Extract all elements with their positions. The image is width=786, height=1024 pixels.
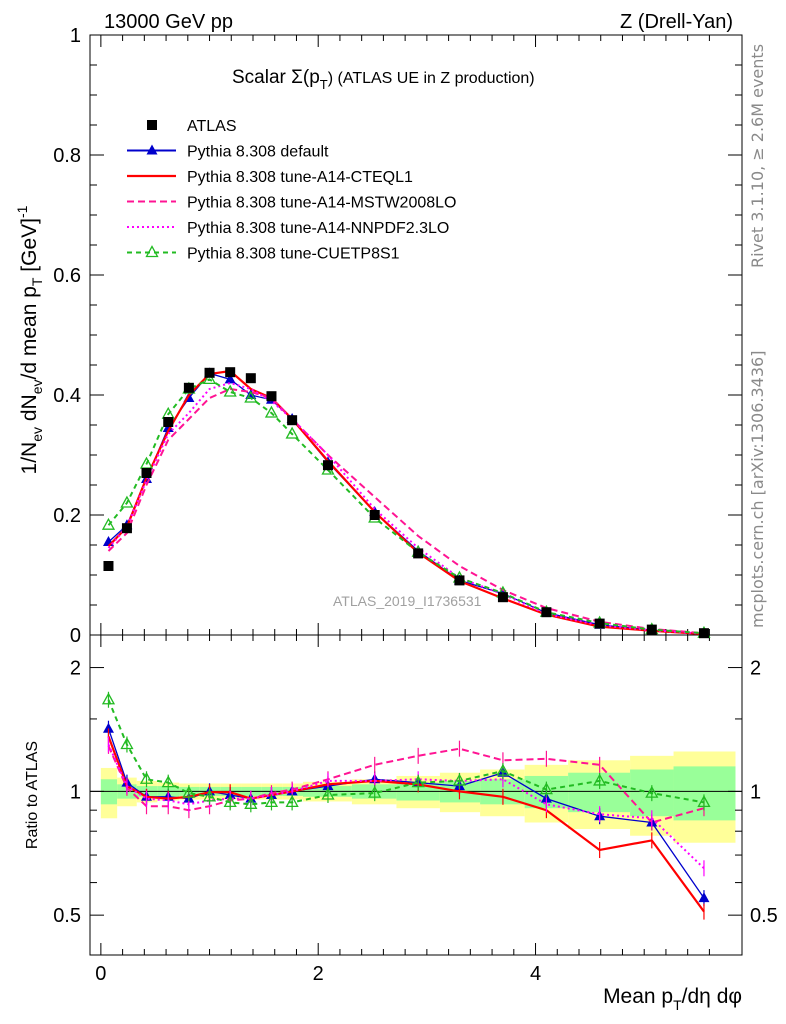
axis-ticks: 0 2 4 0 0.2 0.4 0.6 0.8 1 0.5 0.5 1 1 2 2 [53,25,778,985]
main-y-axis-label: 1/Nev dNev/d mean pT [GeV]-1 [14,205,45,474]
data-point-cuetp8s1 [223,795,237,808]
ratio-y-tick-label: 0.5 [53,905,81,927]
legend-marker-default [146,144,158,155]
data-point-cuetp8s1 [593,773,607,786]
y-tick-label: 1 [70,25,81,47]
data-point-atlas [369,510,380,520]
x-tick-label: 2 [313,963,324,985]
data-point-cuetp8s1 [244,390,258,403]
data-point-cuetp8s1 [539,782,553,795]
data-point-atlas [163,417,174,427]
data-point-atlas [497,592,508,603]
data-point-cuetp8s1 [368,785,382,798]
data-point-default [102,722,114,733]
data-point-atlas [141,468,152,478]
data-point-atlas [183,382,194,393]
data-point-cuetp8s1 [202,372,217,385]
data-point-atlas [454,575,465,586]
y-tick-label: 0 [70,625,81,647]
ratio-y-tick-label-right: 0.5 [750,905,778,927]
data-point-cuetp8s1 [496,763,510,776]
legend-label-nnpdf: Pythia 8.308 tune-A14-NNPDF2.3LO [187,220,449,237]
data-point-cuetp8s1 [264,405,279,418]
title-before: Scalar Σ(p [232,67,320,88]
rivet-version-label: Rivet 3.1.10, ≥ 2.6M events [748,43,767,268]
title-sub: T [320,77,328,92]
data-point-cuetp8s1 [697,795,711,808]
data-point-default [698,892,710,903]
data-point-cuetp8s1 [285,795,299,808]
header-left: 13000 GeV pp [104,11,233,33]
data-point-cuetp8s1 [101,692,116,705]
data-point-atlas [121,523,132,534]
data-point-cuetp8s1 [182,785,196,798]
data-point-atlas [594,618,605,629]
legend-marker-cuetp8s1 [145,245,159,258]
ratio-series [101,691,711,920]
data-point-atlas [225,367,236,378]
y-tick-label: 0.2 [53,505,81,527]
ratio-y-axis-label: Ratio to ATLAS [24,741,41,849]
data-point-cuetp8s1 [244,796,258,809]
header-right: Z (Drell-Yan) [620,11,733,33]
data-point-atlas [413,548,424,559]
data-point-cuetp8s1 [645,785,659,798]
main-series [101,367,711,639]
title-after: ) (ATLAS UE in Z production) [328,70,535,87]
data-point-atlas [245,373,256,384]
y-tick-label: 0.8 [53,145,81,167]
legend-label-cteql1: Pythia 8.308 tune-A14-CTEQL1 [187,169,413,186]
chart-title: Scalar Σ(pT) (ATLAS UE in Z production) [232,67,535,92]
data-point-atlas [322,460,333,471]
data-point-atlas [698,628,709,639]
y-tick-label: 0.6 [53,265,81,287]
data-point-cuetp8s1 [411,775,425,788]
data-point-cuetp8s1 [285,426,299,439]
legend-marker-atlas [147,120,157,130]
data-point-atlas [541,607,552,618]
data-point-cuetp8s1 [161,775,175,788]
data-point-cuetp8s1 [223,384,237,397]
y-tick-label: 0.4 [53,385,81,407]
data-point-atlas [204,367,215,378]
data-point-cuetp8s1 [202,789,217,802]
x-axis-label: Mean pT/dη dφ [603,985,742,1013]
ratio-y-tick-label-right: 1 [750,781,761,803]
data-point-cuetp8s1 [452,773,467,786]
data-point-cuetp8s1 [120,737,134,750]
legend-label-cuetp8s1: Pythia 8.308 tune-CUETP8S1 [187,246,400,263]
x-tick-label: 0 [95,963,106,985]
data-point-cuetp8s1 [101,517,116,530]
analysis-watermark: ATLAS_2019_I1736531 [333,593,482,609]
ratio-y-tick-label: 2 [70,658,81,680]
legend-label-default: Pythia 8.308 default [187,144,329,161]
source-label: mcplots.cern.ch [arXiv:1306.3436] [748,350,767,628]
x-tick-label: 4 [530,963,541,985]
data-point-atlas [266,391,277,402]
legend: ATLAS Pythia 8.308 default Pythia 8.308 tu… [127,118,456,263]
data-point-atlas [287,415,298,426]
data-point-default [224,373,236,384]
data-point-cuetp8s1 [321,787,335,800]
data-point-cuetp8s1 [120,495,134,508]
data-point-atlas [103,561,114,571]
data-point-atlas [646,624,657,635]
ratio-y-tick-label: 1 [70,781,81,803]
legend-label-atlas: ATLAS [187,118,237,135]
legend-label-mstw: Pythia 8.308 tune-A14-MSTW2008LO [187,195,456,212]
data-point-cuetp8s1 [264,795,279,808]
ratio-plot-frame [89,634,743,956]
data-point-cuetp8s1 [139,771,154,784]
ratio-y-tick-label-right: 2 [750,658,761,680]
